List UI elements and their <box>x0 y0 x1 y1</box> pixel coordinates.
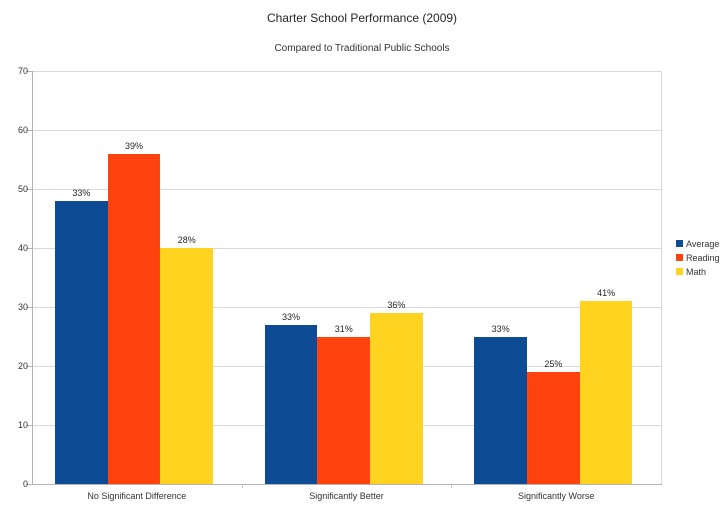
bar-math-2 <box>579 301 633 484</box>
bar-reading-0 <box>107 153 161 484</box>
y-tick-label: 0 <box>22 479 28 489</box>
plot-border-right <box>661 71 662 484</box>
y-axis <box>32 71 33 485</box>
y-tick-label: 50 <box>17 184 28 194</box>
bar-average-0 <box>55 200 108 484</box>
y-tick <box>26 484 32 485</box>
bar-math-0 <box>160 248 214 484</box>
y-tick <box>26 130 32 131</box>
legend-swatch-icon <box>676 240 683 247</box>
bar-reading-2 <box>527 371 580 484</box>
category-label: Significantly Better <box>309 491 384 501</box>
legend-label: Math <box>686 266 707 277</box>
legend: Average Reading Math <box>676 237 720 279</box>
legend-item-reading: Reading <box>676 251 720 264</box>
legend-item-average: Average <box>676 237 720 250</box>
y-tick <box>26 307 32 308</box>
y-tick-label: 20 <box>17 361 28 371</box>
y-tick-label: 10 <box>17 420 28 430</box>
y-grid-line <box>32 248 661 249</box>
legend-item-math: Math <box>676 265 720 278</box>
y-tick-label: 60 <box>17 125 28 135</box>
bar-math-1 <box>370 312 423 484</box>
y-grid-line <box>32 130 661 131</box>
bar-average-2 <box>474 336 528 484</box>
category-tick <box>451 485 453 488</box>
y-tick-label: 40 <box>17 243 28 253</box>
bar-value-label: 36% <box>387 299 406 310</box>
bar-value-label: 33% <box>282 311 301 322</box>
category-tick <box>241 485 243 488</box>
y-grid-line <box>32 307 661 308</box>
bar-value-label: 31% <box>334 323 353 334</box>
y-tick <box>26 71 32 72</box>
bar-average-1 <box>264 324 318 484</box>
bar-value-label: 25% <box>544 358 563 369</box>
category-label: Significantly Worse <box>517 491 595 501</box>
y-grid-line <box>32 189 661 190</box>
chart-subtitle: Compared to Traditional Public Schools <box>274 43 450 54</box>
legend-label: Average <box>686 238 720 249</box>
legend-swatch-icon <box>676 254 683 261</box>
y-tick-label: 30 <box>17 302 28 312</box>
y-tick <box>26 366 32 367</box>
chart-title: Charter School Performance (2009) <box>266 11 458 25</box>
bar-value-label: 39% <box>125 140 144 151</box>
y-tick <box>26 425 32 426</box>
bar-value-label: 28% <box>177 235 196 245</box>
legend-swatch-icon <box>676 268 683 275</box>
bar-reading-1 <box>317 336 371 484</box>
legend-label: Reading <box>686 252 720 263</box>
category-label: No Significant Difference <box>87 491 187 501</box>
y-tick-label: 70 <box>17 66 28 76</box>
y-tick <box>26 189 32 190</box>
x-axis <box>32 484 662 485</box>
y-tick <box>26 248 32 249</box>
bar-value-label: 33% <box>491 323 510 334</box>
plot-border-top <box>32 71 661 72</box>
bar-value-label: 33% <box>72 187 91 198</box>
bar-value-label: 41% <box>597 288 616 299</box>
